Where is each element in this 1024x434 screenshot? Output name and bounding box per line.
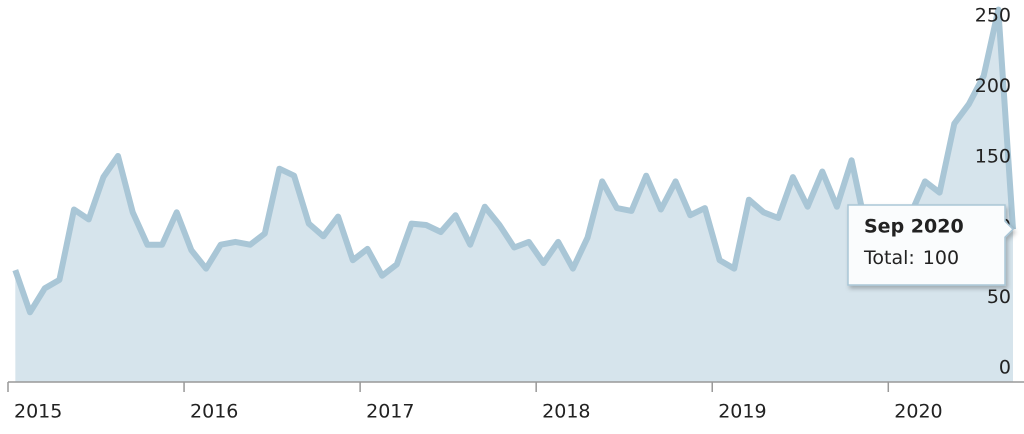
tooltip-title: Sep 2020 [864, 216, 964, 238]
x-tick-label: 2016 [190, 401, 238, 423]
y-tick-label: 250 [975, 5, 1011, 27]
x-tick-label: 2017 [366, 401, 414, 423]
y-tick-label: 150 [975, 145, 1011, 167]
tooltip-box [847, 204, 1015, 286]
y-tick-label: 0 [999, 357, 1011, 379]
x-tick-label: 2019 [718, 401, 766, 423]
x-tick-label: 2018 [542, 401, 590, 423]
tooltip-text: Total: 100 [863, 247, 959, 269]
x-tick-label: 2015 [14, 401, 62, 423]
plot [12, 6, 1016, 382]
line [12, 6, 1016, 316]
y-tick-label: 200 [975, 75, 1011, 97]
area [15, 9, 1014, 382]
x-tick-label: 2020 [894, 401, 942, 423]
y-tick-label: 50 [987, 286, 1011, 308]
tooltip-value: 100 [923, 247, 959, 269]
tooltip: Sep 2020 Total: 100 [847, 204, 1015, 286]
tooltip-label: Total: [863, 247, 915, 269]
